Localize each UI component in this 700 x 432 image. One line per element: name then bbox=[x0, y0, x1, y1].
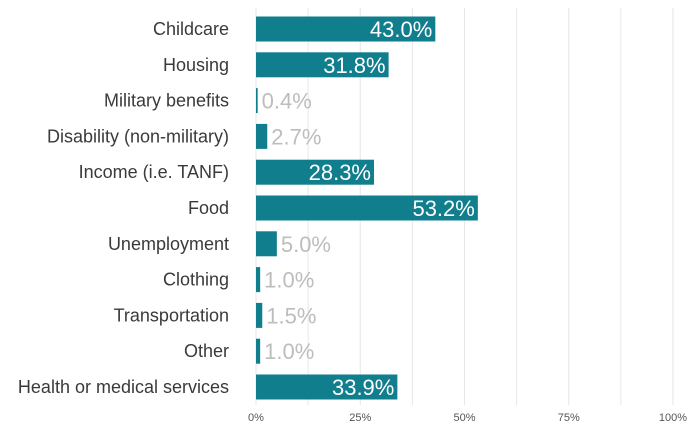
x-tick-label: 50% bbox=[453, 412, 475, 424]
bar-transportation bbox=[256, 302, 263, 328]
category-label: Housing bbox=[163, 55, 229, 75]
data-label: 28.3% bbox=[309, 160, 371, 185]
category-label: Clothing bbox=[163, 270, 229, 290]
category-label: Income (i.e. TANF) bbox=[79, 162, 229, 182]
labels: Childcare 43.0% Housing 31.8% Military benef… bbox=[18, 17, 475, 400]
bar-unemployment bbox=[256, 231, 277, 257]
category-label: Disability (non-military) bbox=[47, 126, 229, 146]
data-label: 43.0% bbox=[370, 17, 432, 42]
bar-clothing bbox=[256, 267, 261, 293]
bar-income-i-e-tanf bbox=[256, 159, 375, 185]
category-label: Health or medical services bbox=[18, 377, 229, 397]
data-label: 1.0% bbox=[264, 268, 314, 293]
data-label: 1.0% bbox=[264, 339, 314, 364]
bar-military-benefits bbox=[256, 88, 258, 114]
bar-food bbox=[256, 195, 478, 221]
bar-other bbox=[256, 338, 261, 364]
bars bbox=[256, 16, 478, 400]
data-label: 1.5% bbox=[266, 303, 316, 328]
x-tick-label: 25% bbox=[349, 412, 371, 424]
category-label: Military benefits bbox=[104, 91, 229, 111]
data-label: 5.0% bbox=[281, 232, 331, 257]
bar-health-or-medical-services bbox=[256, 374, 398, 400]
data-label: 33.9% bbox=[332, 375, 394, 400]
x-tick-label: 100% bbox=[659, 412, 687, 424]
bar-childcare bbox=[256, 16, 436, 42]
category-label: Transportation bbox=[114, 305, 229, 325]
category-label: Other bbox=[184, 341, 229, 361]
x-tick-label: 75% bbox=[558, 412, 580, 424]
data-label: 31.8% bbox=[323, 53, 385, 78]
category-label: Unemployment bbox=[108, 234, 229, 254]
data-label: 2.7% bbox=[271, 124, 321, 149]
category-label: Childcare bbox=[153, 19, 229, 39]
bar-disability-non-military bbox=[256, 123, 268, 149]
category-label: Food bbox=[188, 198, 229, 218]
x-axis: 0% 25% 50% 75% 100% bbox=[248, 412, 687, 424]
bar-housing bbox=[256, 52, 389, 78]
data-label: 0.4% bbox=[262, 89, 312, 114]
x-tick-label: 0% bbox=[248, 412, 264, 424]
data-label: 53.2% bbox=[412, 196, 474, 221]
